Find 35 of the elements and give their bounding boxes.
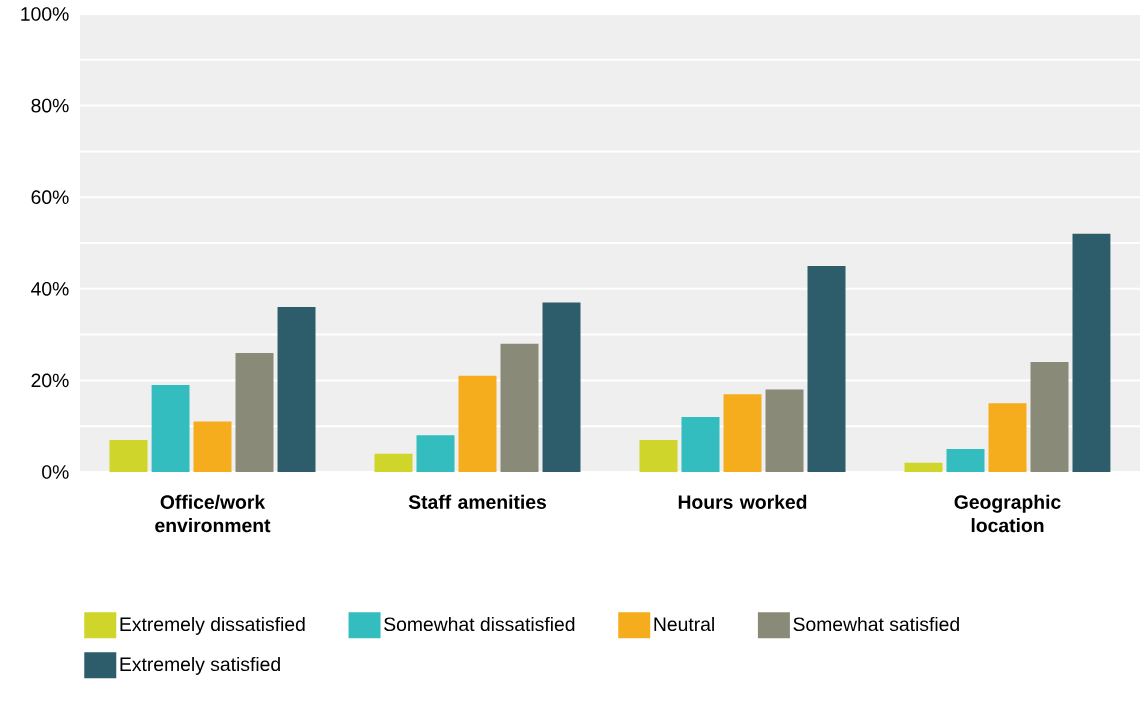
bar xyxy=(542,302,581,472)
bar xyxy=(723,394,762,472)
bar xyxy=(904,462,943,472)
legend-label: Somewhat dissatisfied xyxy=(384,616,575,632)
y-tick-label: 40% xyxy=(31,281,69,296)
y-tick-label: 60% xyxy=(31,190,69,205)
bar xyxy=(807,265,846,472)
bar xyxy=(374,453,413,472)
y-tick-label: 0% xyxy=(42,465,69,479)
bar xyxy=(193,421,232,472)
bar xyxy=(639,439,678,472)
x-tick-label: Geographic location xyxy=(954,494,1061,533)
bar xyxy=(1030,362,1069,472)
x-tick-label: Hours worked xyxy=(678,494,807,509)
legend-label: Neutral xyxy=(654,616,714,632)
bar xyxy=(988,403,1027,472)
legend-label: Extremely satisfied xyxy=(120,656,280,675)
bar xyxy=(416,435,455,472)
bar xyxy=(946,449,985,472)
bar xyxy=(1072,233,1111,472)
bar xyxy=(151,384,190,472)
y-tick-label: 100% xyxy=(21,7,69,21)
x-tick-label: Office/work environment xyxy=(155,494,271,533)
bar xyxy=(458,375,497,472)
bar xyxy=(500,343,539,472)
bar xyxy=(277,307,316,472)
bar xyxy=(765,389,804,472)
bar xyxy=(681,417,720,472)
bar xyxy=(235,352,274,472)
y-tick-label: 20% xyxy=(31,373,69,388)
bar xyxy=(109,439,148,472)
legend-label: Somewhat satisfied xyxy=(793,616,959,632)
y-tick-label: 80% xyxy=(31,98,69,113)
x-tick-label: Staff amenities xyxy=(408,494,547,509)
legend-label: Extremely dissatisfied xyxy=(120,616,305,635)
